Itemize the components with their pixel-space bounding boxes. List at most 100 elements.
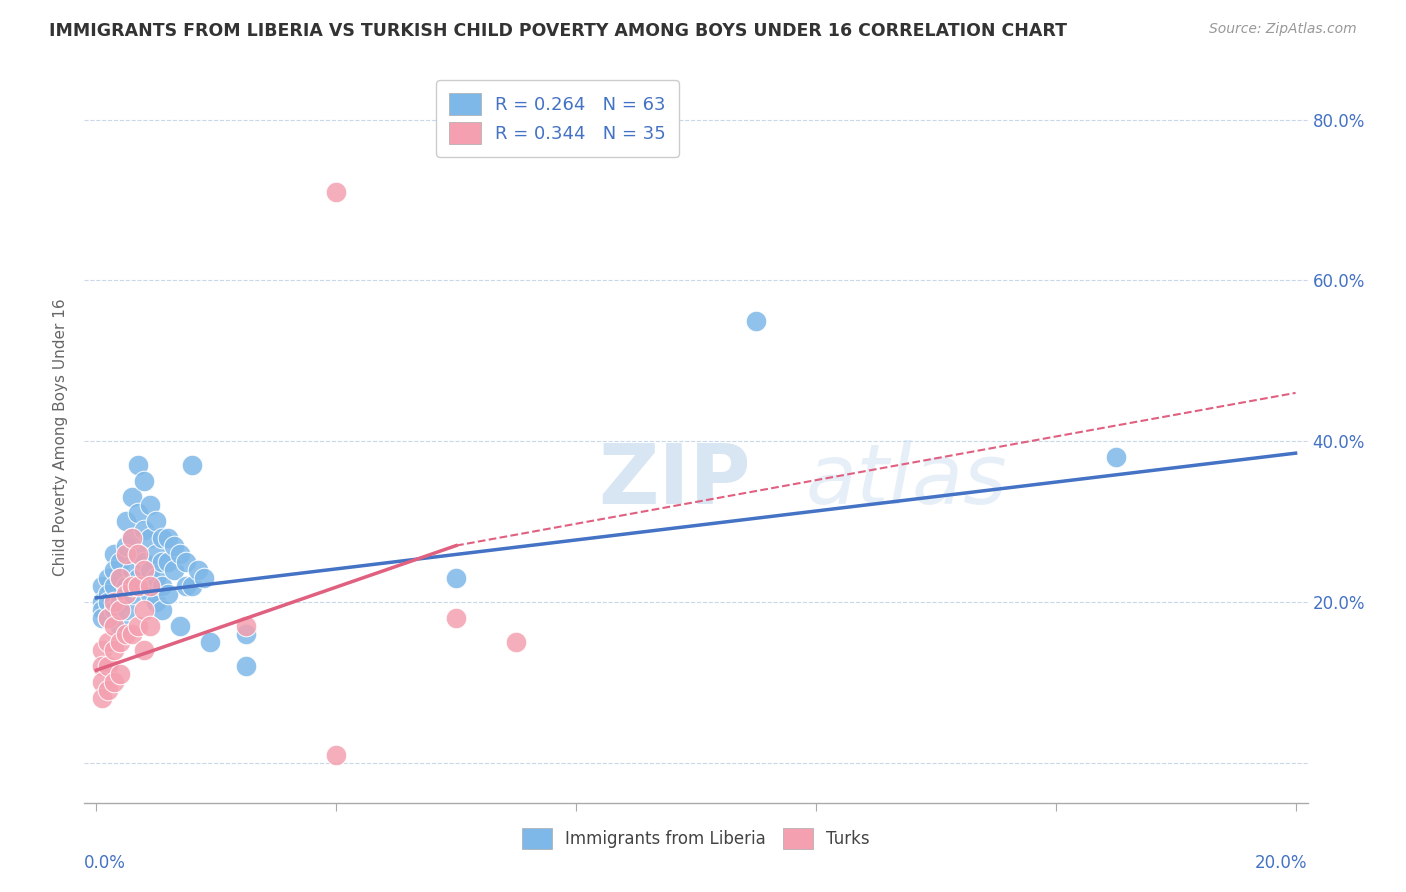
Point [139, 531, 162, 545]
Point [127, 619, 149, 633]
Point [91, 691, 114, 706]
Point [127, 547, 149, 561]
Point [325, 185, 347, 199]
Point [97, 659, 120, 673]
Point [134, 643, 156, 657]
Point [91, 659, 114, 673]
Point [97, 635, 120, 649]
Point [97, 611, 120, 625]
Point [127, 571, 149, 585]
Point [97, 683, 120, 698]
Point [139, 563, 162, 577]
Point [121, 579, 143, 593]
Point [97, 611, 120, 625]
Point [110, 667, 132, 681]
Point [745, 313, 768, 327]
Point [127, 579, 149, 593]
Point [91, 579, 114, 593]
Text: atlas: atlas [806, 441, 1008, 522]
Point [174, 555, 197, 569]
Point [115, 547, 138, 561]
Point [150, 579, 173, 593]
Point [1105, 450, 1128, 465]
Point [235, 619, 257, 633]
Point [110, 555, 132, 569]
Point [103, 579, 125, 593]
Point [91, 595, 114, 609]
Point [134, 603, 156, 617]
Point [134, 523, 156, 537]
Point [139, 619, 162, 633]
Point [157, 531, 180, 545]
Point [97, 571, 120, 585]
Point [150, 531, 173, 545]
Point [103, 603, 125, 617]
Point [91, 675, 114, 690]
Point [121, 531, 143, 545]
Text: IMMIGRANTS FROM LIBERIA VS TURKISH CHILD POVERTY AMONG BOYS UNDER 16 CORRELATION: IMMIGRANTS FROM LIBERIA VS TURKISH CHILD… [49, 22, 1067, 40]
Point [103, 643, 125, 657]
Point [121, 531, 143, 545]
Point [187, 563, 209, 577]
Point [139, 587, 162, 601]
Point [157, 555, 180, 569]
Point [115, 627, 138, 641]
Point [115, 587, 138, 601]
Point [103, 619, 125, 633]
Text: 0.0%: 0.0% [84, 854, 127, 872]
Point [110, 571, 132, 585]
Point [115, 603, 138, 617]
Point [163, 563, 186, 577]
Point [145, 547, 167, 561]
Point [127, 507, 149, 521]
Point [193, 571, 215, 585]
Point [145, 571, 167, 585]
Point [139, 579, 162, 593]
Point [200, 635, 222, 649]
Point [103, 675, 125, 690]
Point [134, 475, 156, 489]
Point [174, 579, 197, 593]
Point [110, 571, 132, 585]
Point [127, 458, 149, 473]
Point [145, 595, 167, 609]
Point [235, 659, 257, 673]
Point [103, 547, 125, 561]
Point [134, 563, 156, 577]
Point [97, 587, 120, 601]
Point [121, 491, 143, 505]
Legend: Immigrants from Liberia, Turks: Immigrants from Liberia, Turks [510, 817, 882, 860]
Point [235, 627, 257, 641]
Point [505, 635, 527, 649]
Text: ZIP: ZIP [598, 441, 751, 522]
Point [97, 595, 120, 609]
Point [134, 579, 156, 593]
Point [110, 595, 132, 609]
Point [181, 579, 204, 593]
Point [169, 619, 191, 633]
Point [444, 571, 467, 585]
Point [115, 539, 138, 553]
Point [121, 627, 143, 641]
Point [150, 555, 173, 569]
Point [91, 643, 114, 657]
Point [110, 603, 132, 617]
Point [91, 603, 114, 617]
Point [121, 563, 143, 577]
Point [163, 539, 186, 553]
Point [157, 587, 180, 601]
Point [181, 458, 204, 473]
Point [145, 515, 167, 529]
Point [115, 579, 138, 593]
Point [127, 547, 149, 561]
Point [115, 515, 138, 529]
Point [325, 747, 347, 762]
Point [134, 555, 156, 569]
Point [110, 635, 132, 649]
Point [444, 611, 467, 625]
Point [150, 603, 173, 617]
Text: Source: ZipAtlas.com: Source: ZipAtlas.com [1209, 22, 1357, 37]
Point [139, 499, 162, 513]
Text: 20.0%: 20.0% [1256, 854, 1308, 872]
Point [103, 595, 125, 609]
